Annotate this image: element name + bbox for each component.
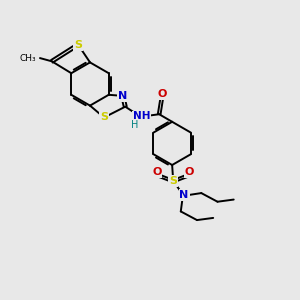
Text: S: S [100, 112, 108, 122]
Text: O: O [185, 167, 194, 177]
Text: N: N [179, 190, 189, 200]
Text: S: S [74, 40, 82, 50]
Text: NH: NH [133, 111, 150, 122]
Text: N: N [118, 91, 128, 101]
Text: O: O [157, 89, 167, 99]
Text: CH₃: CH₃ [20, 54, 36, 63]
Text: H: H [131, 120, 139, 130]
Text: S: S [169, 176, 177, 186]
Text: O: O [152, 167, 161, 177]
